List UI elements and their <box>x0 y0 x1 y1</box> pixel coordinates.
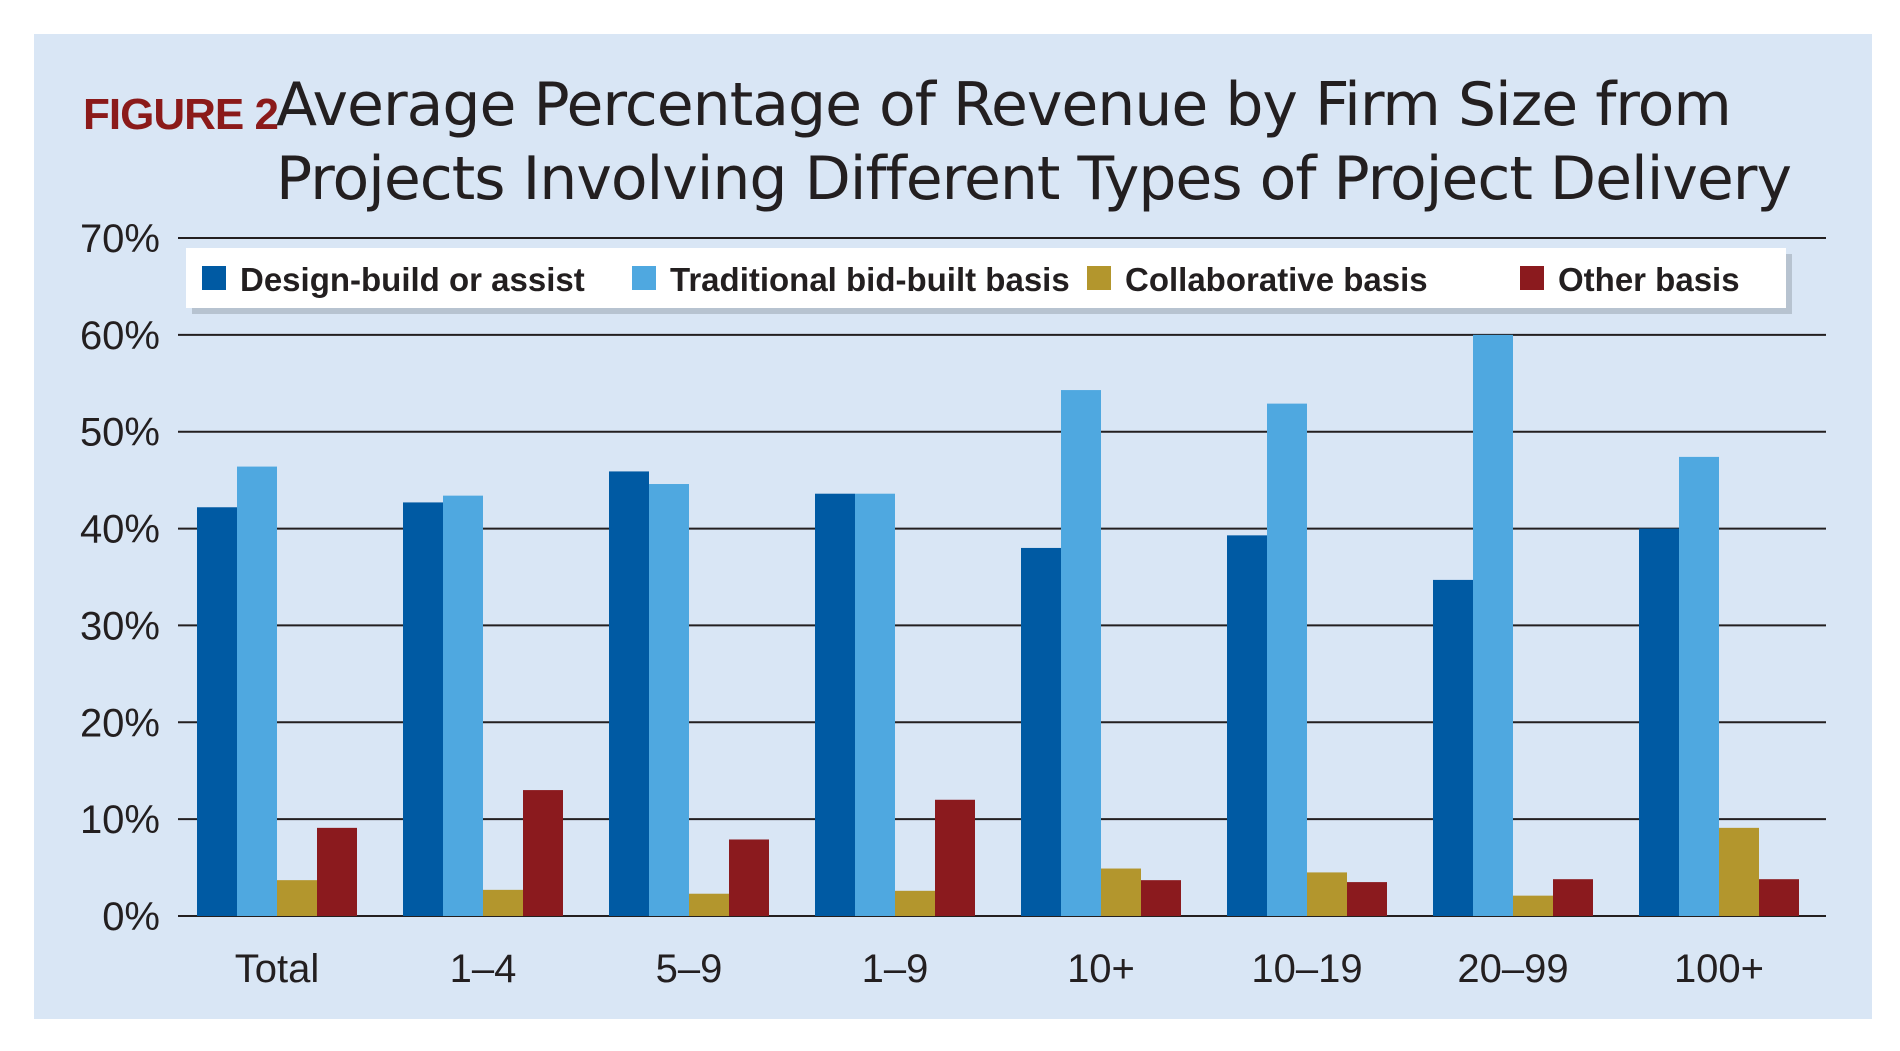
bar-design-build-or-assist-0 <box>197 507 237 916</box>
bar-other-basis-5 <box>1347 882 1387 916</box>
legend-swatch <box>632 266 656 290</box>
x-tick-label: 1–4 <box>450 947 517 991</box>
figure-label: FIGURE 2 <box>83 90 279 139</box>
bar-other-basis-7 <box>1759 879 1799 916</box>
y-axis-ticks: 0% 10% 20% 30% 40% 50% 60% 70% <box>80 217 160 939</box>
y-tick-label: 60% <box>80 314 160 358</box>
x-axis-ticks: Total 1–4 5–9 1–9 10+ 10–19 20–99 100+ <box>235 947 1764 991</box>
bar-traditional-bid-built-basis-2 <box>649 484 689 916</box>
legend-swatch <box>1520 266 1544 290</box>
bar-design-build-or-assist-3 <box>815 493 855 916</box>
bar-collaborative-basis-6 <box>1513 895 1553 916</box>
legend-swatch <box>1087 266 1111 290</box>
bar-other-basis-4 <box>1141 880 1181 916</box>
bar-traditional-bid-built-basis-5 <box>1267 403 1307 916</box>
bar-other-basis-6 <box>1553 879 1593 916</box>
legend-label: Collaborative basis <box>1125 261 1428 298</box>
bar-collaborative-basis-2 <box>689 893 729 916</box>
bar-design-build-or-assist-1 <box>403 502 443 916</box>
x-tick-label: Total <box>235 947 320 991</box>
y-tick-label: 70% <box>80 217 160 261</box>
bar-design-build-or-assist-7 <box>1639 528 1679 916</box>
legend-swatch <box>202 266 226 290</box>
bar-design-build-or-assist-5 <box>1227 535 1267 916</box>
bar-design-build-or-assist-6 <box>1433 579 1473 916</box>
y-tick-label: 20% <box>80 701 160 745</box>
bar-traditional-bid-built-basis-6 <box>1473 334 1513 916</box>
bar-traditional-bid-built-basis-3 <box>855 493 895 916</box>
bar-collaborative-basis-1 <box>483 889 523 916</box>
bar-collaborative-basis-0 <box>277 880 317 916</box>
y-tick-label: 40% <box>80 508 160 552</box>
bar-other-basis-3 <box>935 799 975 916</box>
legend-label: Other basis <box>1558 261 1740 298</box>
x-tick-label: 1–9 <box>862 947 929 991</box>
chart-title-line-1: Average Percentage of Revenue by Firm Si… <box>276 70 1732 140</box>
x-tick-label: 10–19 <box>1251 947 1362 991</box>
y-tick-label: 50% <box>80 411 160 455</box>
y-tick-label: 10% <box>80 798 160 842</box>
y-tick-label: 30% <box>80 604 160 648</box>
bar-traditional-bid-built-basis-0 <box>237 466 277 916</box>
bar-traditional-bid-built-basis-1 <box>443 495 483 916</box>
y-tick-label: 0% <box>102 895 160 939</box>
x-tick-label: 20–99 <box>1457 947 1568 991</box>
legend-box <box>186 248 1786 308</box>
bar-other-basis-1 <box>523 790 563 916</box>
bar-other-basis-2 <box>729 839 769 916</box>
legend: Design-build or assist Traditional bid-bu… <box>186 248 1792 314</box>
bar-collaborative-basis-3 <box>895 890 935 916</box>
bar-collaborative-basis-4 <box>1101 868 1141 916</box>
bar-design-build-or-assist-2 <box>609 471 649 916</box>
bar-collaborative-basis-5 <box>1307 872 1347 916</box>
bar-traditional-bid-built-basis-7 <box>1679 456 1719 916</box>
legend-label: Design-build or assist <box>240 261 585 298</box>
bar-design-build-or-assist-4 <box>1021 547 1061 916</box>
chart-title-line-2: Projects Involving Different Types of Pr… <box>276 144 1792 214</box>
bar-traditional-bid-built-basis-4 <box>1061 390 1101 917</box>
x-tick-label: 10+ <box>1067 947 1135 991</box>
bar-collaborative-basis-7 <box>1719 827 1759 916</box>
legend-label: Traditional bid-built basis <box>670 261 1070 298</box>
x-tick-label: 5–9 <box>656 947 723 991</box>
bar-other-basis-0 <box>317 827 357 916</box>
x-tick-label: 100+ <box>1674 947 1764 991</box>
bars <box>197 334 1799 917</box>
